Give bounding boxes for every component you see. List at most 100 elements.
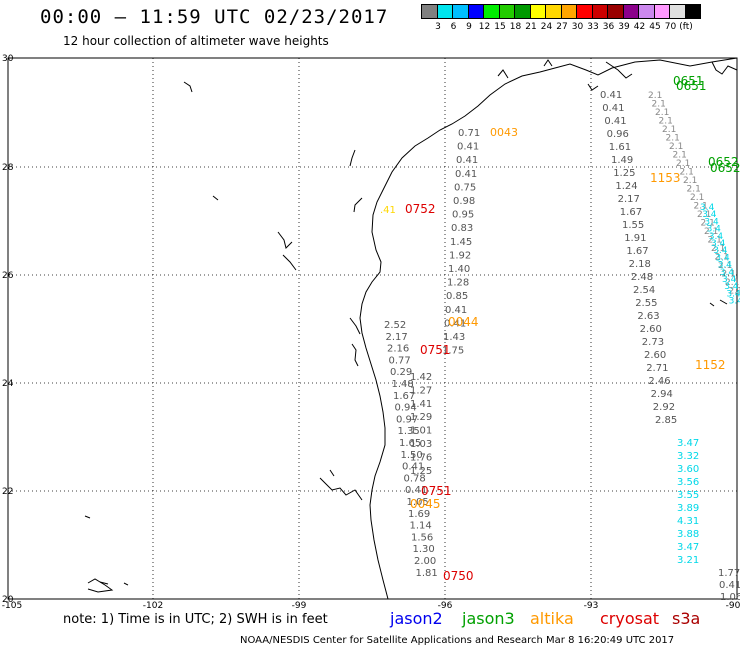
swh-value-dense: 2.1	[659, 117, 673, 127]
swh-value: 3.88	[677, 529, 699, 540]
swh-value-dense: 2.1	[655, 108, 669, 118]
swh-value: 0.71	[458, 128, 480, 139]
swh-value: 1.35	[398, 426, 420, 437]
swh-value: 1.67	[620, 207, 642, 218]
swh-value: 2.55	[635, 298, 657, 309]
swh-value: 0.41	[455, 169, 477, 180]
swh-value-dense: 3.4	[704, 217, 719, 227]
swh-value: 1.25	[613, 168, 635, 179]
swh-value-dense: 2.1	[690, 193, 704, 203]
swh-value: 0.98	[453, 196, 475, 207]
color-scale-label: 3	[435, 22, 441, 32]
legend-note: note: 1) Time is in UTC; 2) SWH is in fe…	[63, 612, 328, 627]
color-scale-label: (ft)	[679, 22, 693, 32]
swh-value: 0.77	[389, 355, 411, 366]
swh-value-dense: 2.1	[687, 185, 701, 195]
swh-value: 1.05	[407, 497, 429, 508]
swh-value: 3.60	[677, 464, 699, 475]
swh-value: 0.41	[402, 462, 424, 473]
coastline	[84, 57, 738, 600]
color-scale-label: 70	[664, 22, 677, 32]
swh-value: 1.06	[720, 592, 740, 603]
pass-time-label: 0751	[421, 484, 452, 498]
swh-value: 0.41	[456, 155, 478, 166]
swh-value: 2.52	[384, 320, 406, 331]
swh-value-dense: 2.1	[673, 151, 687, 161]
color-scale-bar	[421, 4, 701, 19]
swh-value: 3.32	[677, 451, 699, 462]
swh-value-dense: 3.4	[709, 232, 724, 242]
swh-value-dense: 2.1	[676, 159, 690, 169]
color-scale-label: 27	[556, 22, 568, 32]
swh-value: 1.45	[450, 237, 472, 248]
swh-value: 4.31	[677, 516, 699, 527]
swh-value: 1.43	[443, 332, 465, 343]
swh-value-dense: 2.1	[652, 100, 666, 110]
map-subtitle: 12 hour collection of altimeter wave hei…	[63, 34, 329, 48]
color-scale-label: 9	[466, 22, 472, 32]
swh-value: 1.27	[410, 385, 432, 396]
swh-value: 1.76	[410, 452, 432, 463]
swh-value: 2.94	[651, 389, 673, 400]
swh-value: 1.69	[408, 509, 430, 520]
swh-value-dense: 3.4	[726, 289, 740, 299]
lat-label: 28	[2, 163, 14, 173]
swh-value-dense: 2.1	[662, 125, 676, 135]
swh-value: 1.92	[449, 250, 471, 261]
swh-value: 3.47	[677, 438, 699, 449]
swh-value: 1.48	[392, 379, 414, 390]
pass-time-label: 0651	[676, 79, 707, 93]
lat-label: 20	[2, 595, 14, 605]
pass-time-label: 0044	[448, 315, 479, 329]
swh-value: 1.67	[626, 246, 648, 257]
swh-value-dense: 3.4	[711, 239, 726, 249]
lon-label: -96	[437, 601, 453, 611]
swh-value: 1.03	[410, 439, 432, 450]
swh-value: 0.83	[451, 223, 473, 234]
swh-value-dense: 2.1	[704, 227, 718, 237]
satellite-legend-cryosat: cryosat	[600, 609, 660, 628]
pass-time-label: 0043	[490, 126, 518, 139]
swh-value: 1.42	[410, 372, 432, 383]
swh-value-dense: 3.4	[722, 275, 737, 285]
lon-label: -105	[1, 601, 23, 611]
swh-value: 1.49	[611, 155, 633, 166]
pass-time-label: 0045	[410, 497, 441, 511]
swh-value: 3.56	[677, 477, 699, 488]
satellite-legend-jason3: jason3	[462, 609, 515, 628]
pass-time-label: 0651	[673, 74, 704, 88]
map-title: 00:00 – 11:59 UTC 02/23/2017	[40, 6, 389, 28]
swh-value: 0.41	[604, 116, 626, 127]
satellite-legend-s3a: s3a	[672, 609, 701, 628]
swh-value: 0.41	[457, 142, 479, 153]
swh-value: 3.55	[677, 490, 699, 501]
swh-value-dense: 2.1	[648, 91, 662, 101]
swh-value: 0.96	[607, 129, 629, 140]
pass-time-label: 0652	[710, 161, 740, 175]
swh-value: 1.50	[401, 450, 423, 461]
satellite-legend-altika: altika	[530, 609, 574, 628]
pass-time-label: 1153	[650, 171, 681, 185]
color-scale-label: 15	[494, 22, 506, 32]
swh-value: 0.95	[452, 210, 474, 221]
swh-value-dense: 3.4	[718, 261, 733, 271]
swh-value: 2.85	[655, 415, 677, 426]
swh-value-dense: 2.1	[701, 219, 715, 229]
swh-value: 1.67	[393, 391, 415, 402]
swh-value-dense: 2.1	[722, 270, 736, 280]
swh-value: 1.91	[624, 233, 646, 244]
swh-value: 1.55	[622, 220, 644, 231]
swh-value: 1.28	[447, 278, 469, 289]
pass-time-label: .41	[380, 205, 396, 216]
swh-value: 0.41	[602, 103, 624, 114]
swh-value: 1.65	[399, 438, 421, 449]
lon-label: -90	[725, 601, 740, 611]
swh-value: 1.25	[410, 466, 432, 477]
swh-value: 0.94	[395, 403, 417, 414]
swh-value: 3.89	[677, 503, 699, 514]
swh-value: 2.18	[629, 259, 651, 270]
swh-value: 2.46	[648, 376, 670, 387]
swh-value: 0.85	[446, 291, 468, 302]
map-frame	[7, 57, 738, 600]
